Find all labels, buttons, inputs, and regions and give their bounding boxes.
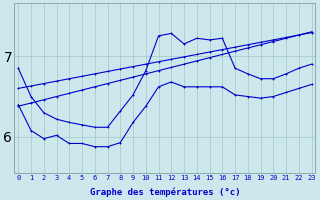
X-axis label: Graphe des températures (°c): Graphe des températures (°c): [90, 187, 240, 197]
